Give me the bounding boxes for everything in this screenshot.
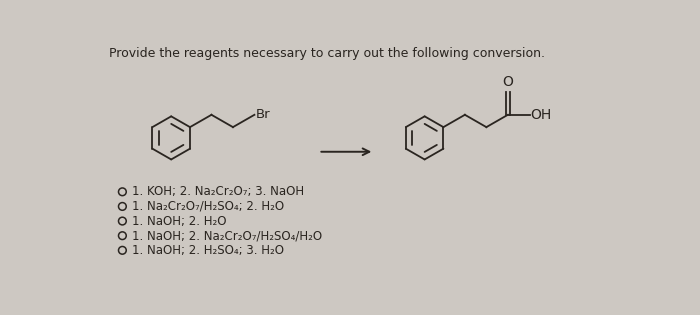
Text: Br: Br (256, 108, 271, 121)
Text: 1. NaOH; 2. Na₂Cr₂O₇/H₂SO₄/H₂O: 1. NaOH; 2. Na₂Cr₂O₇/H₂SO₄/H₂O (132, 229, 322, 242)
Text: OH: OH (531, 108, 552, 122)
Text: 1. KOH; 2. Na₂Cr₂O₇; 3. NaOH: 1. KOH; 2. Na₂Cr₂O₇; 3. NaOH (132, 185, 304, 198)
Text: 1. Na₂Cr₂O₇/H₂SO₄; 2. H₂O: 1. Na₂Cr₂O₇/H₂SO₄; 2. H₂O (132, 200, 284, 213)
Text: O: O (503, 75, 513, 89)
Text: 1. NaOH; 2. H₂SO₄; 3. H₂O: 1. NaOH; 2. H₂SO₄; 3. H₂O (132, 244, 284, 257)
Text: 1. NaOH; 2. H₂O: 1. NaOH; 2. H₂O (132, 215, 226, 227)
Text: Provide the reagents necessary to carry out the following conversion.: Provide the reagents necessary to carry … (109, 47, 545, 60)
